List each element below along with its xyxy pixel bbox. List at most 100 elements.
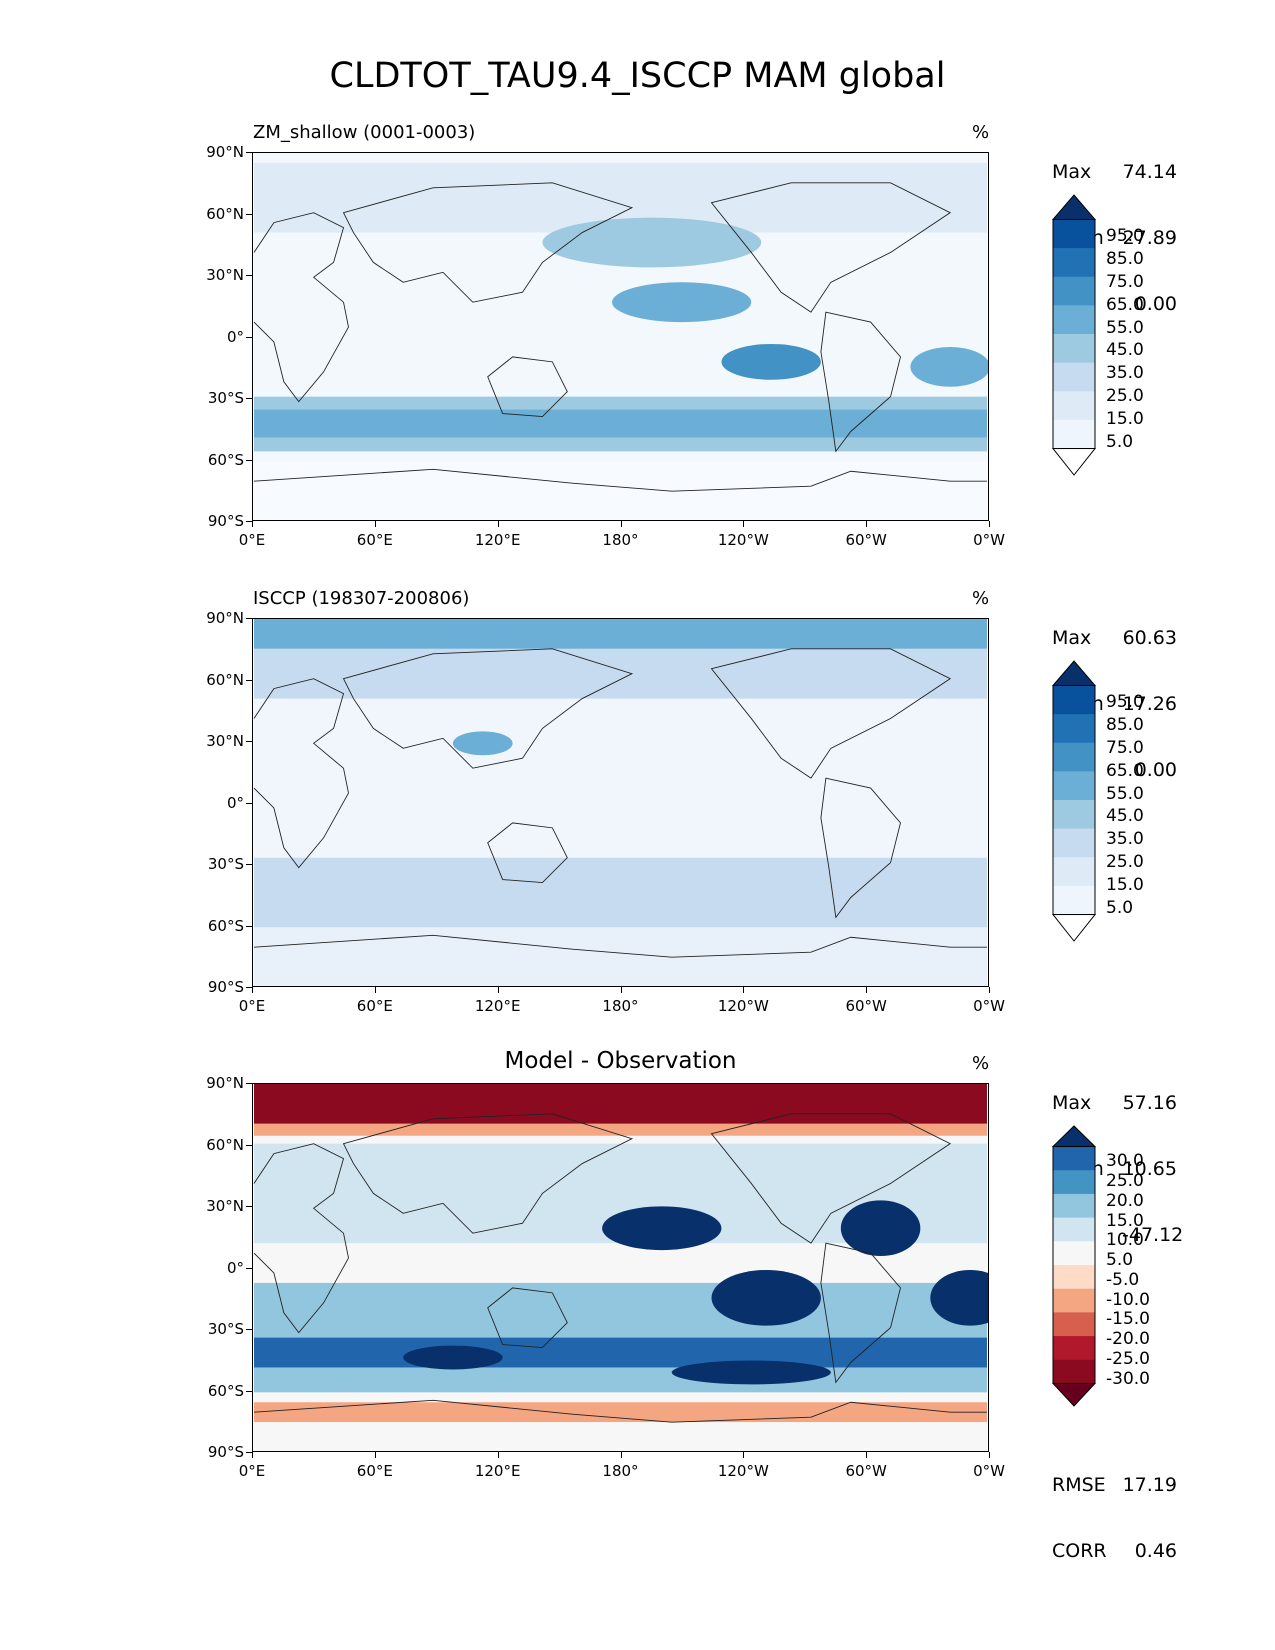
colorbar-extend-min	[1052, 448, 1096, 476]
colorbar-bin	[1053, 1146, 1095, 1171]
colorbar-tick-label: -30.0	[1106, 1368, 1150, 1389]
colorbar-tick-label: 95.0	[1106, 225, 1144, 246]
lat-tick-label: 60°S	[207, 916, 244, 935]
colorbar-bin	[1053, 742, 1095, 772]
colorbar-bin	[1053, 828, 1095, 858]
colorbar-tick-label: -5.0	[1106, 1269, 1140, 1290]
colorbar-graphic	[1052, 1125, 1096, 1407]
colorbar-extend-max	[1052, 1125, 1096, 1148]
panel-2-units: %	[972, 588, 990, 609]
lon-tick-mark	[989, 1452, 990, 1458]
colorbar-tick-label: 15.0	[1106, 1210, 1144, 1231]
field-region-5	[253, 1337, 988, 1368]
lat-tick-label: 60°N	[206, 204, 244, 223]
lat-tick-label: 90°N	[206, 143, 244, 161]
lon-tick-label: 120°W	[717, 997, 769, 1015]
colorbar-tick-label: 45.0	[1106, 806, 1144, 827]
lat-tick-label: 30°N	[206, 732, 244, 750]
colorbar-tick-label: 15.0	[1106, 409, 1144, 430]
panel-3-units: %	[972, 1053, 990, 1074]
lon-tick-label: 0°W	[973, 997, 1005, 1015]
colorbar-tick-label: 25.0	[1106, 852, 1144, 873]
field-region-1	[253, 619, 988, 649]
field-region-6	[403, 1345, 503, 1370]
colorbar-tick-label: 25.0	[1106, 386, 1144, 407]
colorbar-bin	[1053, 334, 1095, 364]
coastline-4	[820, 777, 901, 919]
lat-tick-mark	[246, 741, 252, 742]
colorbar-frame	[1052, 218, 1096, 450]
panel-2-map	[252, 618, 989, 987]
coastline-3	[710, 1113, 952, 1244]
lat-tick-mark	[246, 1452, 252, 1453]
coastline-3	[710, 648, 952, 779]
lon-tick-mark	[743, 1452, 745, 1458]
colorbar-tick-label: 55.0	[1106, 317, 1144, 338]
coastline-3	[710, 182, 952, 313]
field-region-1	[253, 1084, 988, 1124]
lat-tick-label: 90°S	[207, 1443, 244, 1461]
coastline-5	[253, 1399, 988, 1423]
lon-tick-mark	[374, 521, 376, 527]
colorbar-tick-label: 85.0	[1106, 248, 1144, 269]
field-region-10	[840, 1200, 921, 1257]
panel-2-title: ISCCP (198307-200806)	[253, 588, 470, 609]
lat-tick-mark	[246, 1144, 252, 1146]
field-region-6	[542, 217, 762, 268]
figure-title: CLDTOT_TAU9.4_ISCCP MAM global	[329, 56, 946, 96]
lat-tick-mark	[246, 1267, 252, 1269]
lat-tick-label: 30°S	[207, 389, 244, 407]
lat-tick-mark	[246, 987, 252, 988]
colorbar-tick-label: 5.0	[1106, 1250, 1134, 1271]
lon-tick-label: 120°W	[717, 531, 769, 549]
colorbar-tick-label: 65.0	[1106, 294, 1144, 315]
lat-tick-mark	[246, 679, 252, 681]
colorbar-tick-label: 85.0	[1106, 714, 1144, 735]
lat-tick-label: 30°N	[206, 266, 244, 284]
lon-tick-label: 180°	[602, 531, 639, 549]
lat-tick-label: 90°S	[207, 978, 244, 996]
lon-tick-label: 180°	[602, 1462, 639, 1480]
lon-tick-mark	[497, 987, 499, 993]
lon-tick-label: 120°E	[474, 531, 521, 549]
colorbar-bin	[1053, 219, 1095, 249]
coastline-5	[253, 468, 988, 492]
colorbar-tick-label: -10.0	[1106, 1289, 1150, 1310]
panel-1-map	[252, 152, 989, 521]
lat-tick-mark	[246, 802, 252, 804]
field-region-3	[253, 409, 988, 438]
colorbar-tick-label: 65.0	[1106, 760, 1144, 781]
colorbar-extend-min	[1052, 1382, 1096, 1407]
lat-tick-mark	[246, 925, 252, 927]
lon-tick-mark	[866, 521, 868, 527]
lon-tick-label: 60°E	[356, 531, 393, 549]
lat-tick-label: 90°S	[207, 512, 244, 530]
field-region-11	[930, 1269, 988, 1326]
coastline-2	[487, 1287, 568, 1349]
lat-tick-mark	[246, 618, 252, 619]
field-region-9	[711, 1269, 821, 1326]
lat-tick-label: 60°N	[206, 1135, 244, 1154]
field-region-4	[253, 927, 988, 986]
colorbar-bin	[1053, 714, 1095, 744]
field-region-5	[721, 343, 821, 380]
lon-tick-mark	[989, 987, 990, 993]
colorbar-bin	[1053, 276, 1095, 306]
colorbar-bin	[1053, 885, 1095, 916]
coastline-0	[253, 678, 349, 869]
panel-3-metrics: RMSE 17.19 CORR 0.46	[1052, 1474, 1177, 1562]
field-region-0	[253, 1084, 988, 1451]
lat-tick-mark	[246, 1390, 252, 1392]
lon-tick-mark	[866, 987, 868, 993]
lon-tick-mark	[620, 987, 622, 993]
colorbar-frame	[1052, 1146, 1096, 1384]
coastline-5	[253, 934, 988, 958]
field-region-13	[253, 1422, 988, 1451]
colorbar-tick-label: -25.0	[1106, 1348, 1150, 1369]
colorbar-bin	[1053, 1359, 1095, 1384]
colorbar-tick-label: -20.0	[1106, 1329, 1150, 1350]
colorbar-tick-label: 95.0	[1106, 691, 1144, 712]
lon-tick-label: 60°E	[356, 997, 393, 1015]
colorbar-bin	[1053, 248, 1095, 278]
lon-tick-mark	[252, 987, 253, 993]
